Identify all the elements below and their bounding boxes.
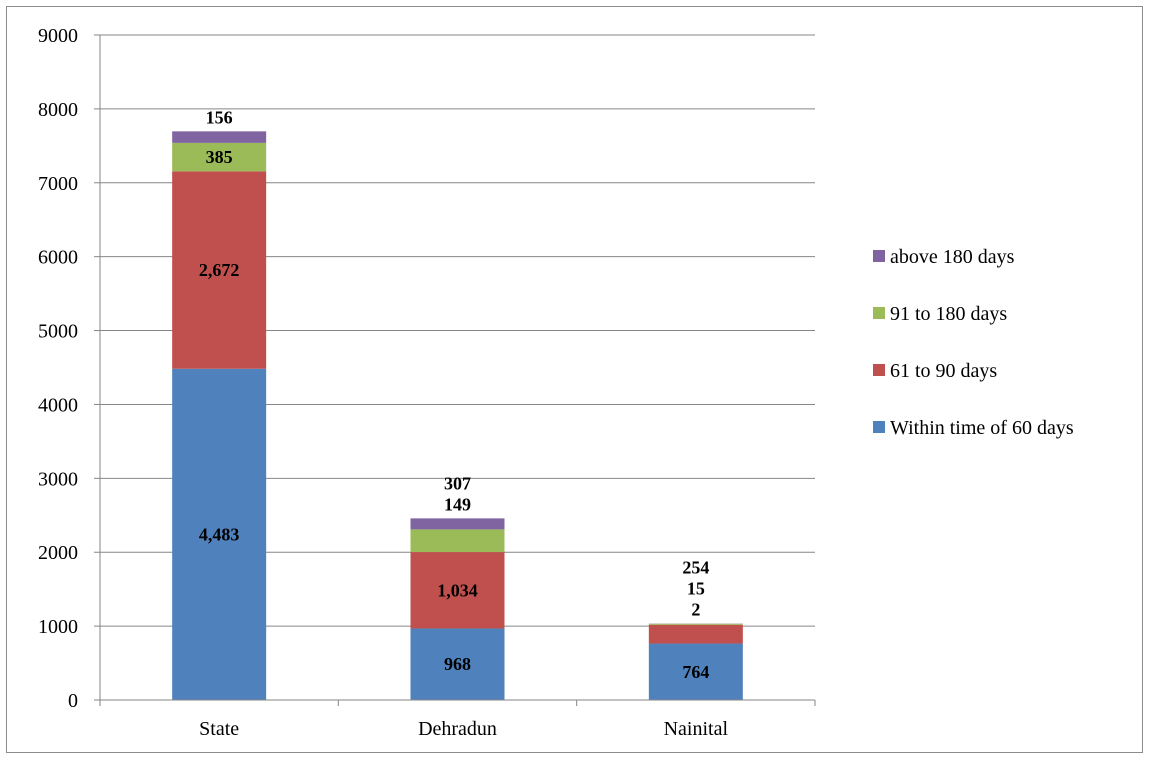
legend: above 180 days 91 to 180 days 61 to 90 day… xyxy=(873,246,1074,439)
legend-item: above 180 days xyxy=(873,246,1015,268)
bar-segment xyxy=(648,623,743,625)
legend-swatch xyxy=(873,421,885,433)
legend-label: above 180 days xyxy=(890,246,1015,268)
data-label: 307 xyxy=(444,473,471,493)
x-category-label: Nainital xyxy=(664,718,729,740)
bar-segment xyxy=(410,518,505,530)
bar-segment xyxy=(410,529,505,553)
bar-segment xyxy=(648,643,743,700)
data-label: 385 xyxy=(206,147,233,167)
bars xyxy=(172,131,743,700)
y-tick-label: 4000 xyxy=(38,394,78,416)
data-label: 149 xyxy=(444,494,471,514)
bar-segment xyxy=(172,131,267,143)
legend-item: Within time of 60 days xyxy=(873,417,1074,439)
data-label: 156 xyxy=(206,107,233,127)
legend-swatch xyxy=(873,307,885,319)
axes: 0 1000 2000 3000 4000 5000 6000 7000 8000 9000 Sta… xyxy=(38,25,816,740)
data-label: 1,034 xyxy=(437,580,478,600)
y-tick-label: 9000 xyxy=(38,25,78,47)
data-label: 254 xyxy=(682,558,709,578)
legend-label: 61 to 90 days xyxy=(890,360,997,382)
legend-swatch xyxy=(873,250,885,262)
y-tick-label: 0 xyxy=(68,690,78,712)
bar-segment xyxy=(648,624,743,644)
y-tick-label: 1000 xyxy=(38,616,78,638)
x-category-label: Dehradun xyxy=(418,718,497,740)
legend-swatch xyxy=(873,364,885,376)
x-category-label: State xyxy=(199,718,239,740)
y-tick-label: 6000 xyxy=(38,247,78,269)
data-label: 4,483 xyxy=(199,524,240,544)
data-label: 968 xyxy=(444,654,471,674)
y-tick-label: 8000 xyxy=(38,99,78,121)
bar-segment xyxy=(172,171,267,369)
legend-item: 61 to 90 days xyxy=(873,360,997,382)
legend-label: 91 to 180 days xyxy=(890,303,1007,325)
bar-segment xyxy=(172,368,267,700)
y-tick-label: 5000 xyxy=(38,321,78,343)
y-tick-label: 2000 xyxy=(38,542,78,564)
y-tick-label: 7000 xyxy=(38,173,78,195)
data-label: 15 xyxy=(687,579,705,599)
bar-segment xyxy=(410,552,505,629)
data-label: 2 xyxy=(691,600,700,620)
data-label: 764 xyxy=(682,662,709,682)
bar-segment xyxy=(172,142,267,172)
legend-item: 91 to 180 days xyxy=(873,303,1007,325)
legend-label: Within time of 60 days xyxy=(890,417,1074,439)
bar-segment xyxy=(410,628,505,700)
y-tick-label: 3000 xyxy=(38,468,78,490)
data-label: 2,672 xyxy=(199,260,240,280)
